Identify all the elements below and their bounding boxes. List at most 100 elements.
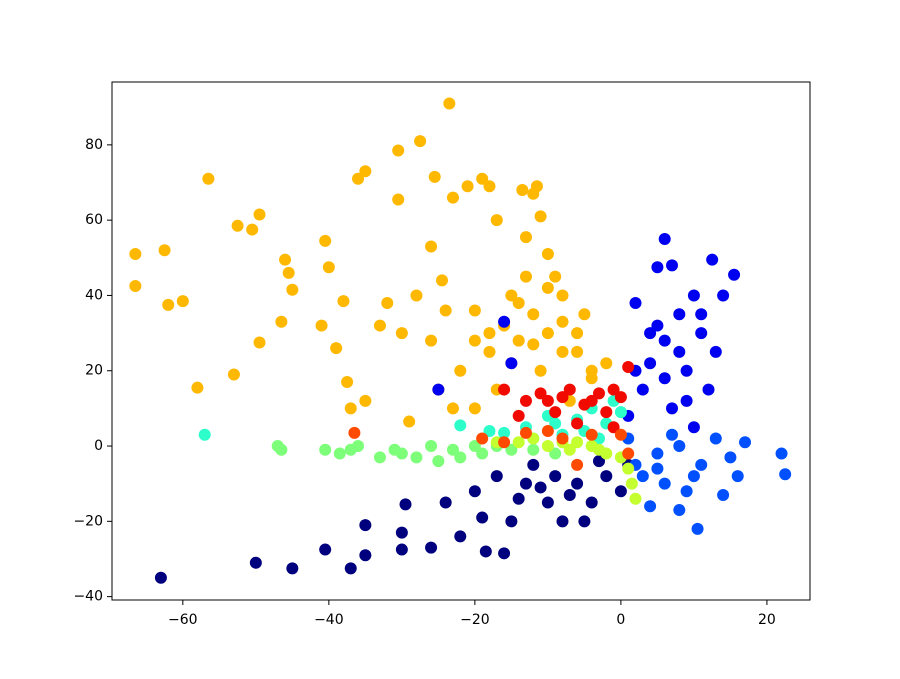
scatter-point xyxy=(162,298,175,311)
scatter-point xyxy=(527,458,540,471)
scatter-point xyxy=(644,357,657,370)
scatter-point xyxy=(556,289,569,302)
scatter-point xyxy=(585,372,598,385)
scatter-point xyxy=(519,426,532,439)
scatter-point xyxy=(425,334,438,347)
scatter-point xyxy=(315,319,328,332)
scatter-point xyxy=(527,338,540,351)
scatter-point xyxy=(348,426,361,439)
scatter-point xyxy=(571,345,584,358)
scatter-point xyxy=(563,443,576,456)
scatter-point xyxy=(231,219,244,232)
scatter-point xyxy=(563,488,576,501)
scatter-point xyxy=(319,543,332,556)
scatter-point xyxy=(468,485,481,498)
scatter-point xyxy=(498,383,511,396)
scatter-point xyxy=(571,417,584,430)
scatter-point xyxy=(439,496,452,509)
scatter-point xyxy=(395,543,408,556)
y-tick-label: 60 xyxy=(85,212,103,228)
scatter-point xyxy=(658,372,671,385)
scatter-point xyxy=(614,485,627,498)
scatter-point xyxy=(373,451,386,464)
scatter-point xyxy=(695,308,708,321)
scatter-point xyxy=(381,296,394,309)
scatter-point xyxy=(541,440,554,453)
scatter-point xyxy=(505,515,518,528)
scatter-point xyxy=(483,345,496,358)
scatter-point xyxy=(534,364,547,377)
scatter-point xyxy=(658,477,671,490)
scatter-point xyxy=(549,270,562,283)
scatter-point xyxy=(706,253,719,266)
scatter-point xyxy=(556,315,569,328)
scatter-point xyxy=(392,144,405,157)
scatter-point xyxy=(439,304,452,317)
scatter-point xyxy=(680,394,693,407)
scatter-point xyxy=(498,436,511,449)
scatter-point xyxy=(476,511,489,524)
scatter-point xyxy=(359,519,372,532)
scatter-point xyxy=(483,424,496,437)
scatter-point xyxy=(571,436,584,449)
scatter-point xyxy=(541,496,554,509)
x-tick-label: −20 xyxy=(460,612,490,628)
scatter-point xyxy=(395,327,408,340)
scatter-point xyxy=(519,270,532,283)
scatter-point xyxy=(779,468,792,481)
scatter-point xyxy=(651,261,664,274)
scatter-point xyxy=(731,470,744,483)
scatter-point xyxy=(468,440,481,453)
scatter-point xyxy=(337,295,350,308)
scatter-point xyxy=(680,364,693,377)
scatter-point xyxy=(775,447,788,460)
scatter-point xyxy=(571,477,584,490)
y-tick-label: −20 xyxy=(73,513,103,529)
scatter-point xyxy=(592,387,605,400)
scatter-point xyxy=(454,451,467,464)
scatter-point xyxy=(519,394,532,407)
scatter-point xyxy=(541,424,554,437)
scatter-point xyxy=(410,289,423,302)
scatter-point xyxy=(271,440,284,453)
scatter-point xyxy=(739,436,752,449)
scatter-point xyxy=(333,447,346,460)
scatter-point xyxy=(476,432,489,445)
scatter-point xyxy=(673,345,686,358)
scatter-point xyxy=(344,402,357,415)
scatter-point xyxy=(490,214,503,227)
scatter-point xyxy=(479,545,492,558)
scatter-point xyxy=(476,447,489,460)
scatter-point xyxy=(571,458,584,471)
scatter-point xyxy=(505,357,518,370)
y-tick-label: 80 xyxy=(85,137,103,153)
scatter-point xyxy=(614,428,627,441)
scatter-point xyxy=(578,308,591,321)
scatter-point xyxy=(636,383,649,396)
scatter-point xyxy=(695,458,708,471)
scatter-point xyxy=(702,383,715,396)
scatter-point xyxy=(622,447,635,460)
scatter-point xyxy=(154,571,167,584)
scatter-point xyxy=(176,295,189,308)
scatter-point xyxy=(395,526,408,539)
scatter-point xyxy=(717,289,730,302)
scatter-point xyxy=(414,135,427,148)
x-tick-label: −60 xyxy=(168,612,198,628)
scatter-point xyxy=(651,462,664,475)
scatter-point xyxy=(578,515,591,528)
scatter-point xyxy=(592,443,605,456)
scatter-point xyxy=(687,470,700,483)
scatter-point xyxy=(341,376,354,389)
scatter-point xyxy=(352,440,365,453)
scatter-point xyxy=(673,504,686,517)
scatter-point xyxy=(359,549,372,562)
scatter-point xyxy=(512,296,525,309)
scatter-point xyxy=(227,368,240,381)
scatter-point xyxy=(534,481,547,494)
scatter-point xyxy=(249,556,262,569)
x-tick-label: 0 xyxy=(616,612,625,628)
scatter-point xyxy=(534,210,547,223)
scatter-point xyxy=(658,334,671,347)
